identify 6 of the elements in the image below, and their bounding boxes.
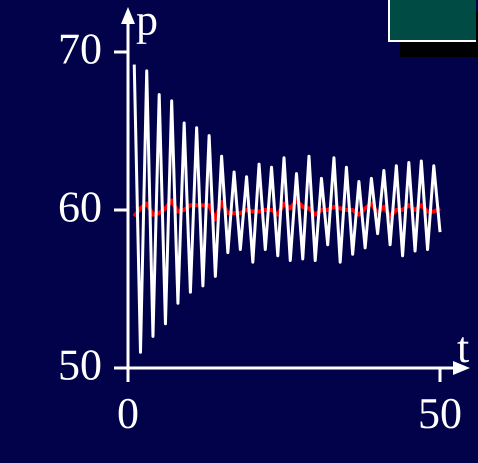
x-tick-label: 0 bbox=[117, 388, 139, 438]
x-axis-title: t bbox=[457, 323, 470, 372]
y-axis-title: p bbox=[136, 0, 158, 44]
y-tick-label: 50 bbox=[58, 340, 102, 390]
y-tick-label: 60 bbox=[58, 182, 102, 232]
y-tick-label: 70 bbox=[58, 24, 102, 74]
